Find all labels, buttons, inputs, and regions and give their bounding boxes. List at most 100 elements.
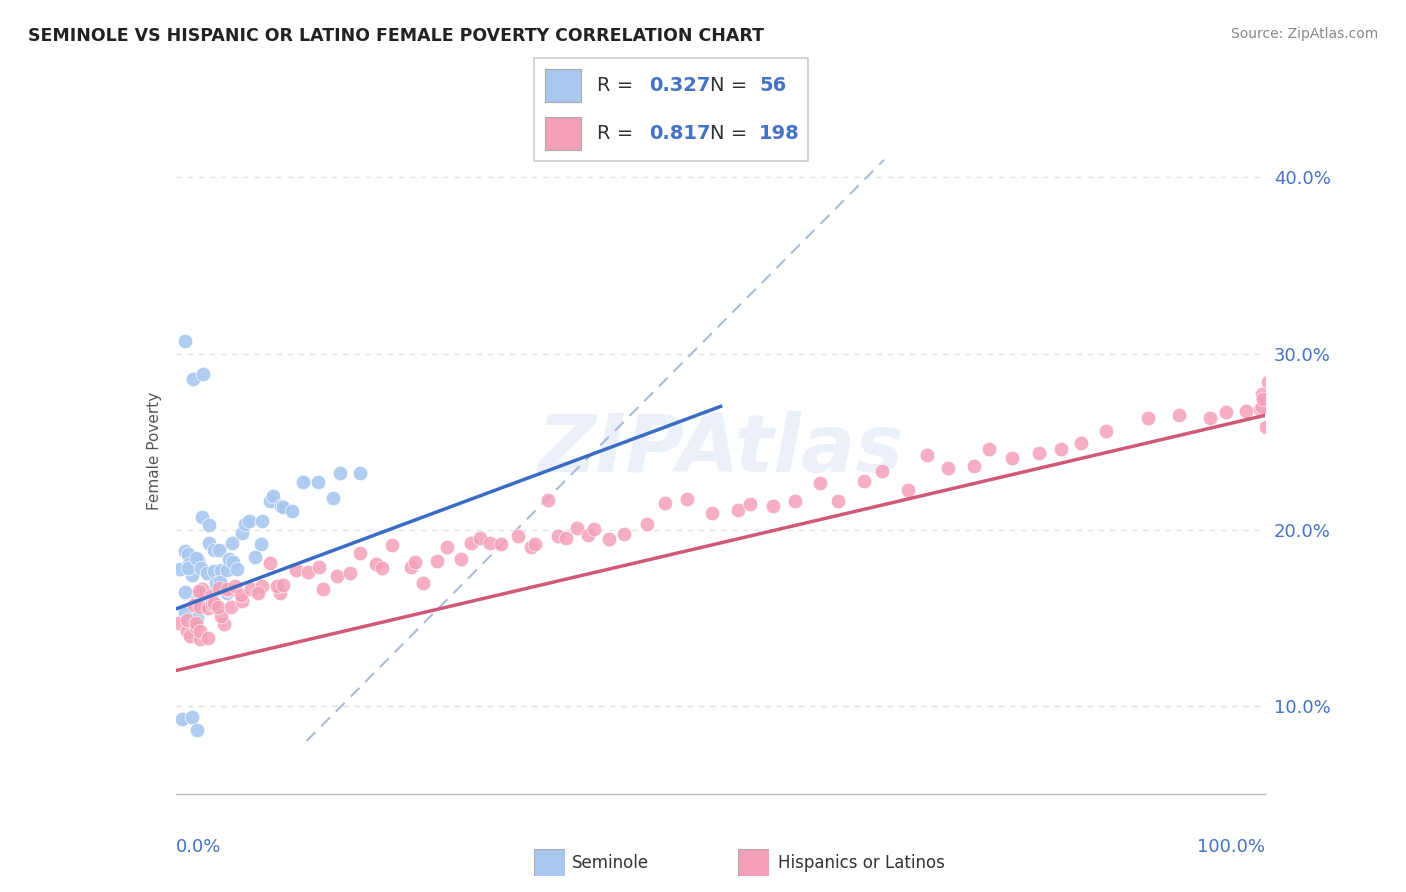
Point — [205, 576, 228, 591]
Point — [186, 723, 208, 737]
Point — [269, 585, 291, 599]
Point — [225, 562, 247, 576]
Point — [322, 491, 344, 506]
Text: N =: N = — [710, 76, 747, 95]
Point — [583, 522, 606, 536]
Point — [174, 605, 197, 619]
Point — [1249, 402, 1271, 417]
Point — [827, 493, 849, 508]
Point — [198, 518, 221, 533]
Point — [179, 629, 201, 643]
Point — [270, 500, 292, 514]
Point — [963, 458, 986, 473]
Point — [169, 562, 191, 576]
Point — [221, 535, 243, 549]
Point — [266, 579, 288, 593]
Point — [176, 613, 198, 627]
Point — [202, 596, 225, 610]
Point — [202, 586, 225, 600]
Point — [186, 620, 208, 634]
Point — [211, 582, 233, 597]
Text: N =: N = — [710, 124, 747, 144]
Point — [233, 516, 256, 531]
Point — [250, 537, 273, 551]
Point — [675, 491, 697, 506]
Point — [381, 538, 404, 552]
Point — [349, 466, 371, 480]
Point — [524, 537, 547, 551]
Point — [188, 632, 211, 646]
Point — [1136, 411, 1159, 425]
Point — [700, 506, 723, 520]
Point — [218, 583, 240, 598]
Point — [177, 560, 200, 574]
Text: 100.0%: 100.0% — [1198, 838, 1265, 856]
Point — [307, 475, 329, 490]
Point — [170, 712, 193, 726]
Point — [598, 532, 620, 546]
Point — [1050, 442, 1073, 456]
Point — [1070, 436, 1092, 450]
Point — [197, 601, 219, 615]
Point — [977, 442, 1000, 456]
Point — [460, 536, 482, 550]
Point — [218, 551, 240, 566]
Point — [207, 600, 229, 615]
Point — [537, 493, 560, 508]
Point — [915, 448, 938, 462]
Point — [262, 489, 284, 503]
Point — [520, 540, 543, 554]
Point — [1001, 451, 1024, 466]
Point — [1028, 446, 1050, 460]
Point — [176, 624, 198, 638]
Point — [181, 371, 204, 385]
Point — [186, 611, 208, 625]
Point — [936, 461, 959, 475]
Point — [399, 559, 422, 574]
Point — [219, 600, 242, 615]
Point — [176, 548, 198, 562]
Point — [325, 569, 347, 583]
Point — [231, 588, 253, 602]
Text: SEMINOLE VS HISPANIC OR LATINO FEMALE POVERTY CORRELATION CHART: SEMINOLE VS HISPANIC OR LATINO FEMALE PO… — [28, 27, 763, 45]
Point — [740, 497, 762, 511]
Point — [468, 531, 491, 545]
Point — [183, 599, 205, 613]
Point — [567, 521, 589, 535]
Point — [297, 565, 319, 579]
Point — [412, 576, 434, 591]
FancyBboxPatch shape — [546, 70, 581, 102]
Point — [246, 586, 269, 600]
Point — [187, 552, 209, 566]
Point — [1168, 408, 1191, 422]
Point — [613, 527, 636, 541]
Point — [259, 494, 281, 508]
Point — [1250, 401, 1272, 415]
Point — [547, 529, 569, 543]
Point — [208, 574, 231, 589]
Point — [231, 594, 253, 608]
Point — [221, 555, 243, 569]
Point — [193, 367, 215, 381]
Point — [190, 600, 212, 615]
Point — [271, 578, 294, 592]
Point — [870, 464, 893, 478]
Point — [188, 586, 211, 600]
Text: 198: 198 — [759, 124, 800, 144]
Point — [186, 550, 208, 565]
FancyBboxPatch shape — [534, 58, 808, 161]
Point — [197, 631, 219, 645]
Point — [208, 543, 231, 558]
Point — [1257, 375, 1279, 389]
Text: R =: R = — [598, 76, 634, 95]
Point — [489, 537, 512, 551]
Point — [209, 563, 232, 577]
Point — [1251, 387, 1274, 401]
Point — [231, 525, 253, 540]
Point — [201, 598, 224, 612]
Point — [1254, 420, 1277, 434]
Point — [285, 563, 308, 577]
Point — [761, 500, 783, 514]
Point — [271, 500, 294, 515]
Point — [173, 585, 195, 599]
